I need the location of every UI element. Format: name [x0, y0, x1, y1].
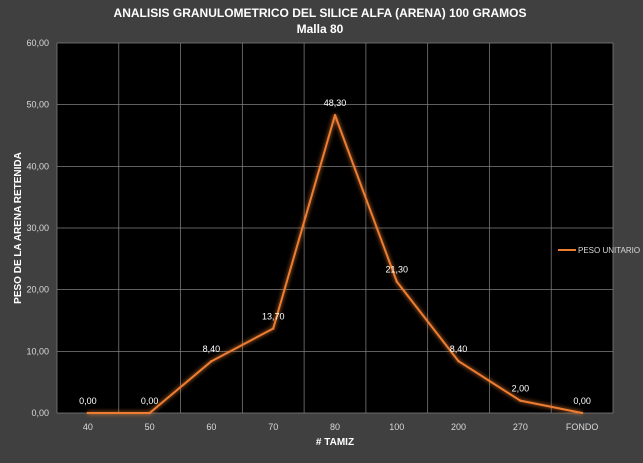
y-tick-label: 0,00: [31, 408, 49, 418]
legend: PESO UNITARIO: [558, 246, 640, 255]
data-label: 8,40: [450, 344, 468, 354]
y-tick-label: 20,00: [26, 285, 49, 295]
data-point: [457, 360, 460, 363]
data-label: 0,00: [141, 396, 159, 406]
y-axis-ticks: 0,00 10,00 20,00 30,00 40,00 50,00 60,00: [26, 38, 49, 418]
x-tick-label: 50: [145, 422, 155, 432]
x-tick-label: 40: [83, 422, 93, 432]
y-tick-label: 30,00: [26, 223, 49, 233]
x-axis-title: # TAMIZ: [316, 437, 354, 448]
series-layer: 0,00 0,00 8,40 13,70 48,30 21,30 8,40 2,00 0,00: [79, 98, 591, 415]
x-axis-ticks: 40 50 60 70 80 100 200 270 FONDO: [83, 422, 598, 432]
x-tick-label: 80: [330, 422, 340, 432]
legend-label: PESO UNITARIO: [578, 246, 640, 255]
data-point: [272, 327, 275, 330]
y-tick-label: 10,00: [26, 346, 49, 356]
data-point: [86, 411, 90, 415]
data-point: [333, 113, 337, 117]
x-tick-label: 200: [451, 422, 466, 432]
y-tick-label: 50,00: [26, 100, 49, 110]
y-tick-label: 40,00: [26, 161, 49, 171]
x-tick-label: 270: [513, 422, 528, 432]
data-point: [519, 399, 522, 402]
data-label: 0,00: [573, 396, 591, 406]
data-label: 0,00: [79, 396, 97, 406]
data-label: 8,40: [203, 344, 221, 354]
x-tick-label: 60: [206, 422, 216, 432]
y-tick-label: 60,00: [26, 38, 49, 48]
data-label: 48,30: [324, 98, 347, 108]
data-point: [148, 411, 151, 415]
x-tick-label: FONDO: [566, 422, 599, 432]
gridlines: [56, 42, 614, 414]
data-label: 2,00: [512, 384, 530, 394]
y-axis-title: PESO DE LA ARENA RETENIDA: [13, 152, 24, 304]
x-tick-label: 70: [268, 422, 278, 432]
data-label: 21,30: [386, 265, 409, 275]
x-tick-label: 100: [389, 422, 404, 432]
data-point: [395, 280, 398, 283]
data-label: 13,70: [262, 312, 285, 322]
data-point: [580, 411, 584, 415]
data-point: [210, 360, 213, 363]
chart-subtitle: Malla 80: [297, 22, 344, 36]
chart-title: ANALISIS GRANULOMETRICO DEL SILICE ALFA …: [114, 6, 527, 20]
